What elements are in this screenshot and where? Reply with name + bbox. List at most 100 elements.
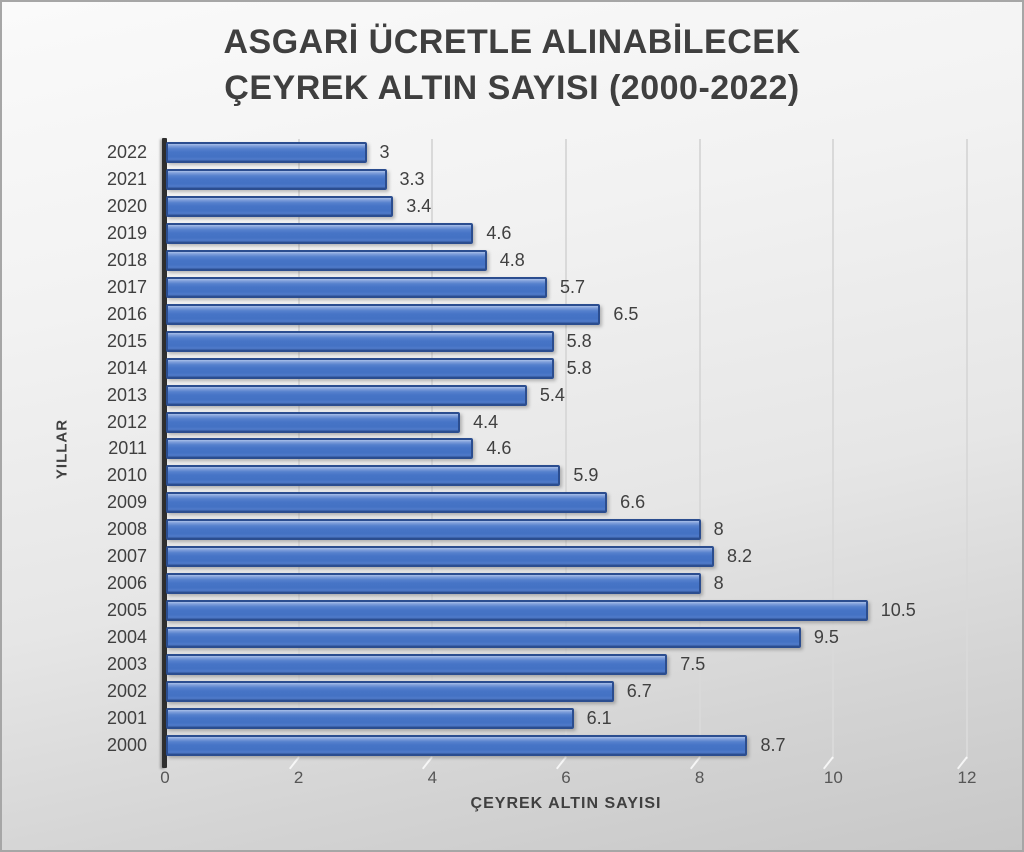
value-label: 6.5 bbox=[613, 303, 639, 324]
bar-row: 2014 5.8 bbox=[107, 355, 967, 382]
bar-row: 2002 6.7 bbox=[107, 678, 967, 705]
bar-row: 2012 4.4 bbox=[107, 409, 967, 436]
value-label: 7.5 bbox=[680, 654, 706, 675]
bar bbox=[166, 411, 461, 433]
gridline bbox=[832, 139, 835, 759]
x-axis-title: ÇEYREK ALTIN SAYISI bbox=[470, 795, 662, 812]
bar-row: 2008 8 bbox=[107, 516, 967, 543]
year-label: 2013 bbox=[106, 384, 147, 405]
year-label: 2010 bbox=[106, 465, 147, 486]
year-label: 2014 bbox=[106, 357, 147, 378]
bar bbox=[166, 573, 701, 595]
value-label: 6.1 bbox=[586, 708, 612, 729]
year-label: 2000 bbox=[106, 735, 147, 755]
bar-row: 2018 4.8 bbox=[107, 247, 967, 274]
bar-row: 2005 10.5 bbox=[107, 597, 967, 624]
year-label: 2015 bbox=[106, 330, 147, 351]
bar bbox=[166, 735, 748, 756]
bar-row: 2003 7.5 bbox=[107, 651, 967, 678]
bar bbox=[166, 519, 701, 541]
bar bbox=[166, 168, 387, 190]
value-label: 4.6 bbox=[486, 438, 512, 459]
year-label: 2016 bbox=[106, 303, 147, 324]
value-label: 9.5 bbox=[813, 627, 839, 648]
value-label: 10.5 bbox=[880, 600, 916, 621]
bar bbox=[166, 303, 601, 325]
bar bbox=[166, 654, 668, 676]
year-label: 2001 bbox=[106, 708, 147, 729]
year-label: 2011 bbox=[108, 438, 147, 459]
year-label: 2019 bbox=[106, 222, 147, 243]
bar-row: 2007 8.2 bbox=[107, 543, 967, 570]
value-label: 3 bbox=[379, 141, 390, 162]
bar-row: 2022 3 bbox=[107, 139, 967, 166]
year-label: 2008 bbox=[106, 519, 147, 540]
year-label: 2020 bbox=[106, 195, 147, 216]
bar bbox=[166, 627, 801, 649]
year-label: 2021 bbox=[106, 168, 147, 189]
bar bbox=[166, 276, 547, 298]
bar bbox=[166, 330, 554, 352]
bar-row: 2011 4.6 bbox=[108, 436, 967, 463]
bar bbox=[166, 465, 561, 487]
chart-title-line-1: ASGARİ ÜCRETLE ALINABİLECEK bbox=[223, 23, 801, 61]
value-label: 4.8 bbox=[499, 249, 525, 270]
bar bbox=[166, 438, 474, 460]
chart-title: ASGARİ ÜCRETLE ALINABİLECEK ÇEYREK ALTIN… bbox=[2, 20, 1022, 112]
bar bbox=[166, 708, 574, 730]
bar-row: 2015 5.8 bbox=[107, 328, 967, 355]
bar bbox=[166, 222, 474, 244]
bar-row: 2010 5.9 bbox=[107, 462, 967, 489]
chart-title-line-2: ÇEYREK ALTIN SAYISI (2000-2022) bbox=[224, 68, 800, 107]
y-axis-line bbox=[162, 138, 167, 768]
value-label: 6.7 bbox=[626, 681, 652, 702]
year-label: 2007 bbox=[106, 546, 147, 567]
value-label: 5.9 bbox=[573, 465, 599, 486]
value-label: 5.4 bbox=[539, 384, 565, 405]
x-tick-label: 8 bbox=[694, 768, 705, 787]
bar-row: 2004 9.5 bbox=[107, 624, 967, 651]
bar-row: 2016 6.5 bbox=[107, 301, 967, 328]
y-axis-title: YILLAR bbox=[53, 418, 71, 480]
bar bbox=[166, 546, 715, 568]
x-tick-label: 6 bbox=[561, 768, 571, 787]
bar-row: 2019 4.6 bbox=[107, 220, 967, 247]
x-tick-label: 4 bbox=[427, 768, 438, 787]
year-label: 2002 bbox=[106, 681, 147, 702]
year-label: 2018 bbox=[106, 249, 147, 270]
value-label: 3.4 bbox=[406, 195, 432, 216]
gridline bbox=[698, 139, 701, 759]
year-label: 2017 bbox=[106, 276, 147, 297]
bar-row: 2017 5.7 bbox=[107, 274, 967, 301]
plot-area: 2022 3 2021 3.3 2020 3.4 2019 4.6 2018 4.8 2017 5.7… bbox=[107, 138, 968, 770]
value-label: 3.3 bbox=[399, 168, 425, 189]
year-label: 2005 bbox=[106, 600, 147, 621]
gridline bbox=[565, 139, 567, 759]
bar bbox=[166, 141, 367, 163]
x-tick-label: 2 bbox=[293, 768, 304, 787]
value-label: 5.8 bbox=[566, 330, 592, 351]
bar bbox=[166, 195, 394, 217]
bar-row: 2013 5.4 bbox=[107, 382, 967, 409]
x-tick-label: 12 bbox=[957, 768, 977, 787]
bar bbox=[166, 600, 868, 622]
bar-row: 2000 8.7 bbox=[107, 732, 967, 759]
year-label: 2004 bbox=[106, 627, 147, 648]
value-label: 4.4 bbox=[473, 411, 499, 432]
bar bbox=[166, 384, 527, 406]
year-label: 2012 bbox=[106, 411, 147, 432]
value-label: 8.7 bbox=[760, 735, 786, 755]
value-label: 8.2 bbox=[727, 546, 753, 567]
year-label: 2022 bbox=[106, 141, 147, 162]
bar bbox=[166, 357, 554, 379]
x-tick-label: 0 bbox=[160, 768, 170, 787]
value-label: 6.6 bbox=[620, 492, 646, 513]
value-label: 8 bbox=[713, 573, 724, 594]
bar bbox=[166, 681, 614, 703]
bar bbox=[166, 492, 608, 514]
year-label: 2003 bbox=[106, 654, 147, 675]
bar bbox=[166, 249, 487, 271]
value-label: 5.7 bbox=[559, 276, 585, 297]
value-label: 5.8 bbox=[566, 357, 592, 378]
bar-row: 2009 6.6 bbox=[107, 489, 967, 516]
